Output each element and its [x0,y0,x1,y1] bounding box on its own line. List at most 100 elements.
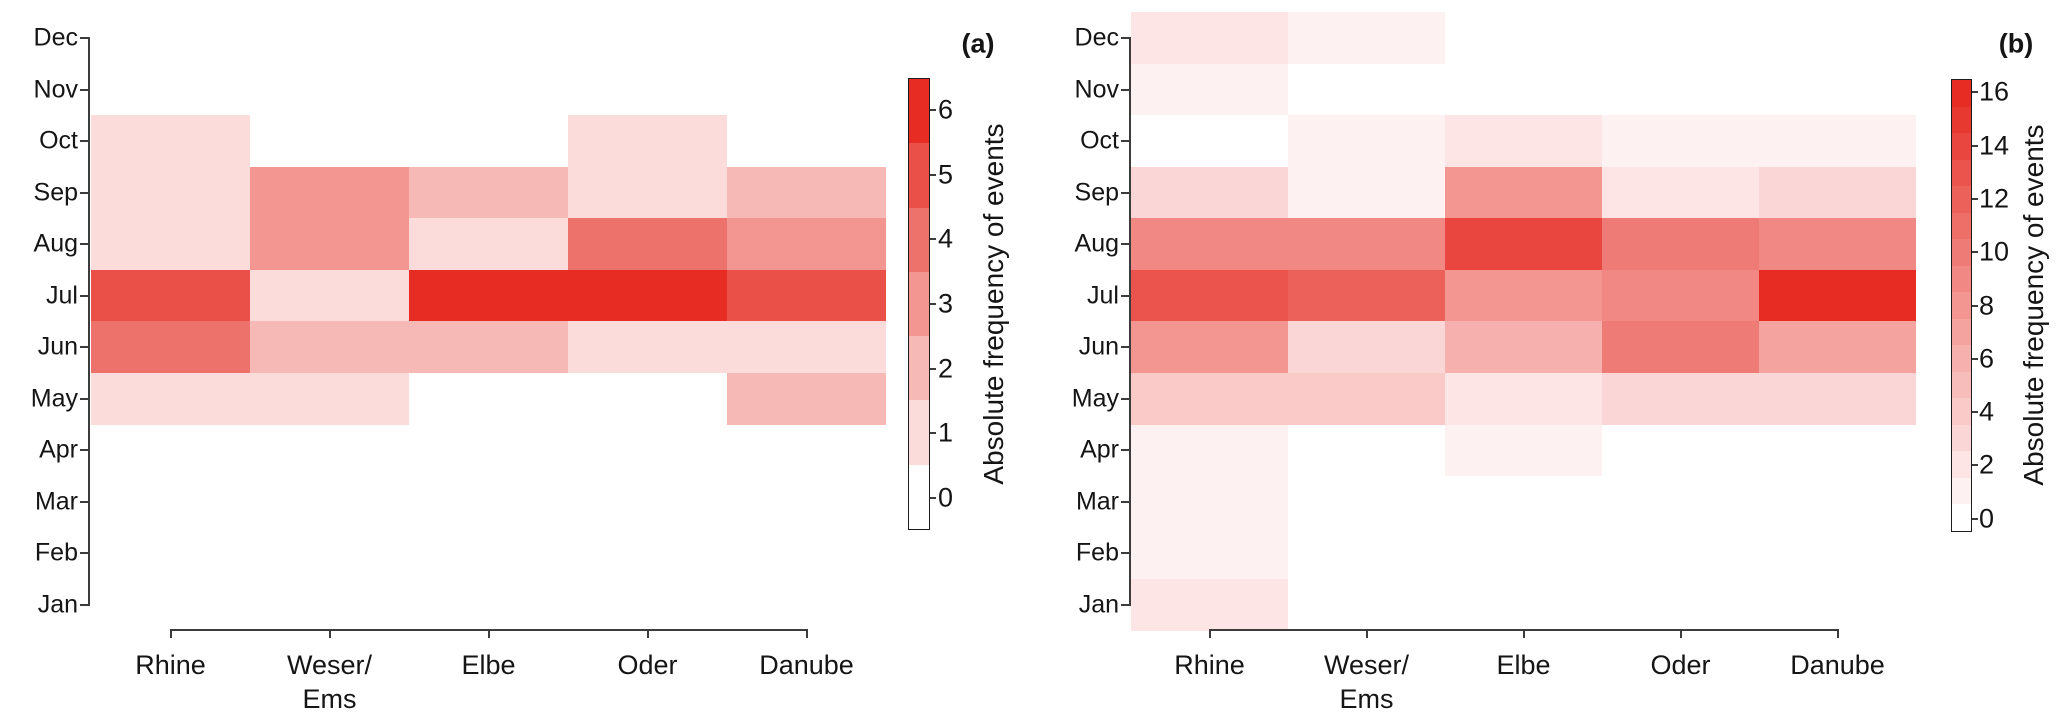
x-axis-line [1209,629,1839,631]
heatmap-cell [1602,476,1759,528]
heatmap-cell [1602,115,1759,167]
heatmap-cell [1288,579,1445,631]
colorbar-tick [1972,518,1978,520]
heatmap-cell [250,270,409,321]
heatmap-cell [1288,167,1445,218]
heatmap-cell [1759,476,1916,528]
colorbar-band [1952,292,1971,319]
heatmap-cell [568,373,727,425]
colorbar-band [909,208,929,272]
month-label: Nov [1074,75,1119,104]
heatmap-cell [1445,167,1602,218]
x-axis-tick [647,631,649,638]
y-axis-tick [80,449,88,451]
heatmap-cell [1445,321,1602,373]
river-label: Oder [1650,650,1711,680]
heatmap-cell [1602,270,1759,321]
heatmap-cell [250,373,409,425]
heatmap-cell [1131,167,1288,218]
heatmap-cell [1445,528,1602,579]
x-axis-tick [1366,631,1368,638]
heatmap-cell [1445,64,1602,115]
heatmap-cell [727,528,886,579]
heatmap-cell [250,321,409,373]
month-label: Nov [33,75,78,104]
month-label: Jan [1078,590,1119,619]
river-label: Rhine [135,650,206,680]
heatmap-cell [568,579,727,631]
heatmap-cell [1602,373,1759,425]
x-axis-tick [1837,631,1839,638]
colorbar-band [909,79,929,143]
colorbar-band [909,143,929,208]
colorbar-tick-label: 0 [938,482,954,513]
heatmap-cell [727,476,886,528]
y-axis-tick [1121,192,1129,194]
colorbar-tick [1972,305,1978,307]
colorbar-tick [1972,358,1978,360]
month-label: Jul [46,281,78,310]
y-axis-tick [1121,552,1129,554]
colorbar-band [1952,345,1971,372]
y-axis-tick [80,89,88,91]
heatmap-cell [250,476,409,528]
y-axis-tick [80,140,88,142]
heatmap-cell [1131,270,1288,321]
colorbar-band [909,272,929,336]
heatmap-cell [727,218,886,270]
river-label: Weser/ [286,650,373,680]
heatmap-cell [1131,476,1288,528]
heatmap-cell [409,476,568,528]
y-axis-tick [80,552,88,554]
heatmap-cell [1445,218,1602,270]
colorbar-tick-label: 4 [1979,396,1995,427]
heatmap-cell [250,167,409,218]
heatmap-cell [1288,476,1445,528]
x-axis-tick [329,631,331,638]
heatmap-cell [727,425,886,476]
heatmap-cell [250,218,409,270]
colorbar-tick [930,238,936,240]
y-axis-tick [80,243,88,245]
colorbar-band [1952,504,1971,531]
heatmap-cell [1602,218,1759,270]
colorbar-tick [930,109,936,111]
colorbar-tick [1972,91,1978,93]
heatmap-cell [727,579,886,631]
y-axis-tick [80,501,88,503]
y-axis-tick [1121,604,1129,606]
heatmap-cell [409,218,568,270]
heatmap-cell [1759,12,1916,64]
month-label: Sep [1074,178,1119,207]
heatmap-cell [91,425,250,476]
colorbar-band [909,465,929,529]
heatmap-cell [1759,425,1916,476]
heatmap-cell [91,12,250,64]
heatmap-cell [1759,115,1916,167]
heatmap-cell [727,64,886,115]
heatmap-cell [1602,579,1759,631]
river-label: Ems [302,684,357,714]
heatmap-cell [409,321,568,373]
month-label: Jan [37,590,78,619]
heatmap-cell [1602,321,1759,373]
heatmap-cell [1288,373,1445,425]
heatmap-cell [409,528,568,579]
y-axis-line [1129,37,1131,606]
month-label: Dec [33,23,78,52]
heatmap-cell [91,218,250,270]
colorbar-band [1952,425,1971,451]
colorbar-tick [1972,251,1978,253]
y-axis-tick [1121,346,1129,348]
panel-label-a: (a) [961,28,995,59]
heatmap-cell [1445,425,1602,476]
y-axis-tick [80,192,88,194]
month-label: Aug [33,229,78,258]
colorbar-tick [930,303,936,305]
river-label: Elbe [461,650,516,680]
river-label: Rhine [1174,650,1245,680]
y-axis-tick [1121,89,1129,91]
colorbar-tick [930,174,936,176]
colorbar-tick-label: 12 [1979,183,2010,214]
heatmap-cell [1445,270,1602,321]
